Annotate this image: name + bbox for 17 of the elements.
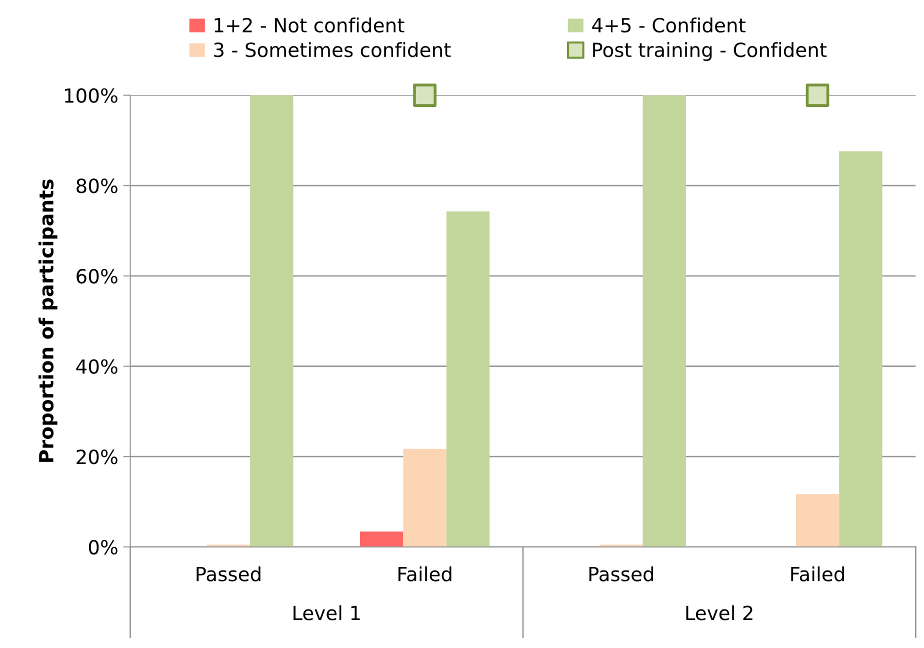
y-tick-label: 60% [76, 268, 118, 284]
x-tick-label: Failed [791, 566, 844, 582]
legend-label: Post training - Confident [593, 42, 827, 61]
legend-label: 3 - Sometimes confident [214, 42, 451, 58]
x-tick-label: Passed [589, 566, 654, 582]
y-tick-label: 100% [65, 88, 118, 103]
legend-label: 1+2 - Not confident [214, 18, 404, 33]
y-tick-label: 0% [88, 540, 118, 555]
y-axis-title: Proportion of participants [38, 179, 58, 462]
y-tick-label: 20% [76, 450, 118, 464]
y-tick-label: 80% [76, 178, 118, 194]
legend-label: 4+5 - Confident [592, 18, 746, 33]
y-tick-label: 40% [76, 359, 118, 374]
text: Level 2 [686, 605, 752, 620]
x-tick-label: Failed [398, 566, 452, 582]
x-tick-label: Passed [196, 566, 260, 582]
text: Level 1 [294, 605, 360, 620]
